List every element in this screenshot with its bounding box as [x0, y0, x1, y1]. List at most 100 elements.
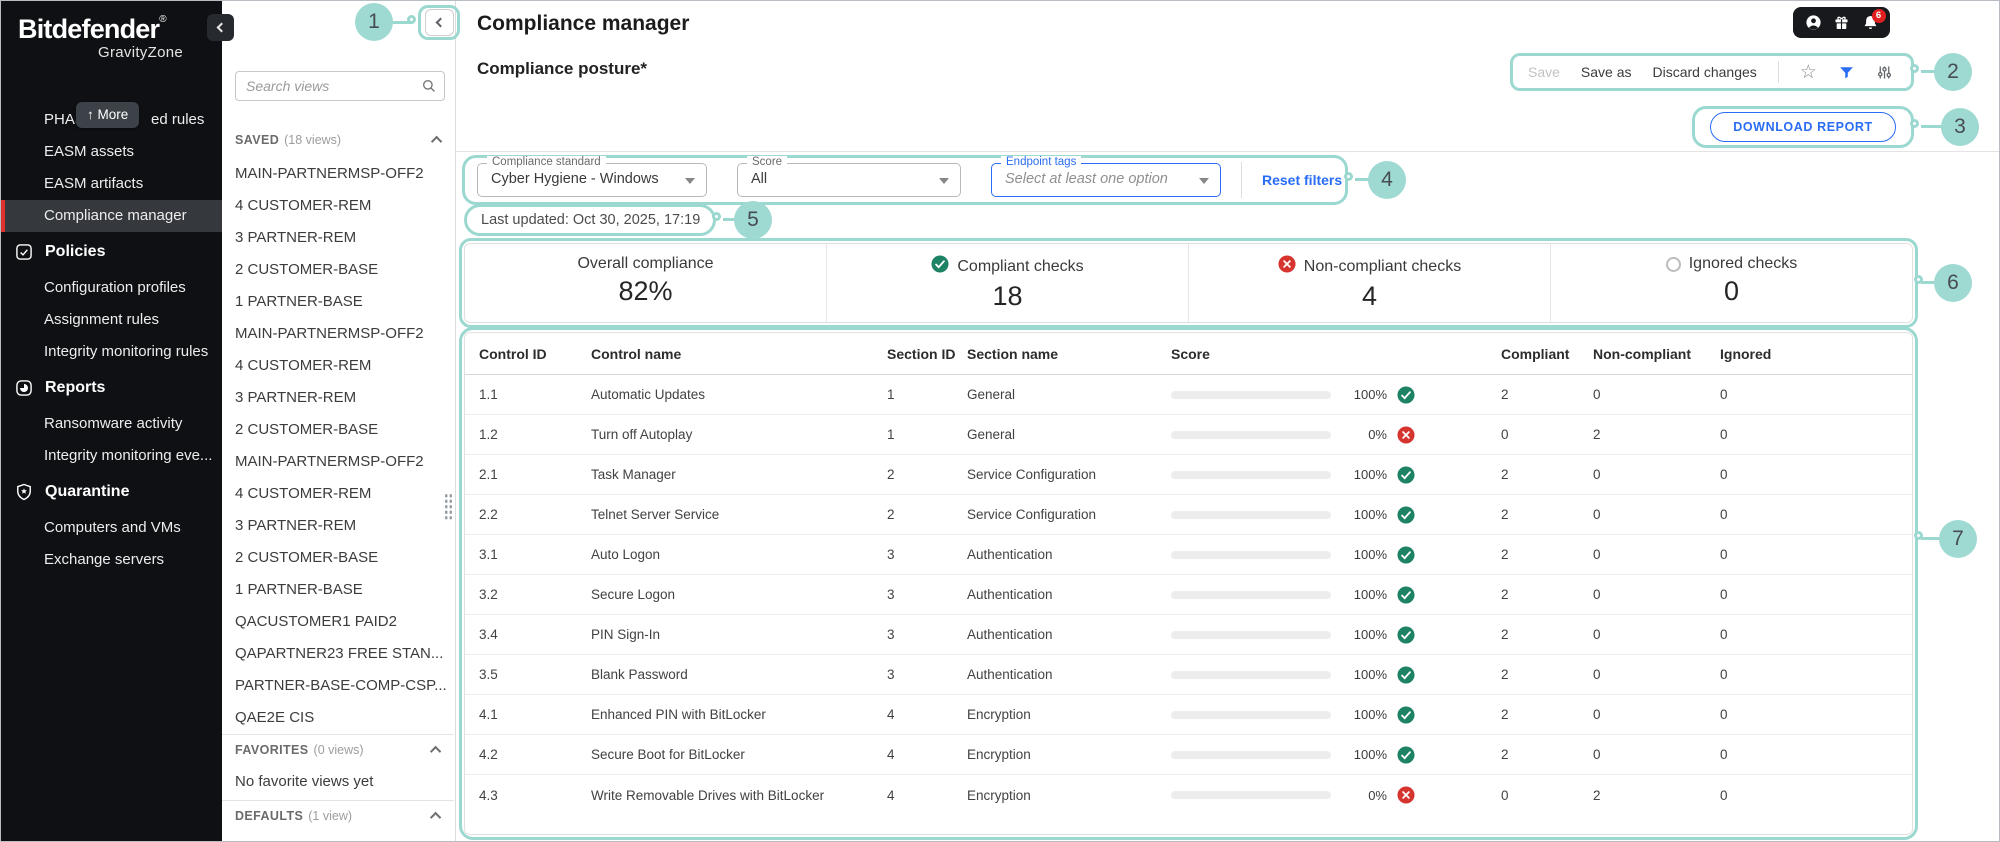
view-item-1-partner-base[interactable]: 1 PARTNER-BASE — [235, 581, 363, 598]
cell-section-id: 3 — [887, 587, 895, 602]
sidebar-item-configuration-profiles[interactable]: Configuration profiles — [1, 272, 222, 304]
sidebar-item-exchange-servers[interactable]: Exchange servers — [1, 544, 222, 576]
view-item-3-partner-rem[interactable]: 3 PARTNER-REM — [235, 389, 357, 406]
cell-compliant: 2 — [1501, 707, 1509, 722]
notifications-bell-icon[interactable]: 6 — [1862, 9, 1886, 31]
annotation-line-1 — [392, 21, 412, 24]
views-panel-collapse-button[interactable] — [425, 9, 454, 36]
sidebar-item-ransomware-activity[interactable]: Ransomware activity — [1, 408, 222, 440]
view-item-4-customer-rem[interactable]: 4 CUSTOMER-REM — [235, 197, 372, 214]
view-item-qacustomer1-paid2[interactable]: QACUSTOMER1 PAID2 — [235, 613, 397, 630]
quarantine-icon — [14, 482, 34, 502]
favorite-star-icon[interactable]: ☆ — [1799, 61, 1817, 83]
compliant-checks-value: 18 — [992, 281, 1023, 311]
cell-non-compliant: 2 — [1593, 427, 1601, 442]
view-item-2-customer-base[interactable]: 2 CUSTOMER-BASE — [235, 421, 379, 438]
view-item-qapartner23-free-stan[interactable]: QAPARTNER23 FREE STAN... — [235, 645, 444, 662]
view-item-main-partnermsp-off2[interactable]: MAIN-PARTNERMSP-OFF2 — [235, 325, 424, 342]
col-header-control-name[interactable]: Control name — [591, 345, 682, 362]
sidebar-item-label: Compliance manager — [44, 207, 187, 224]
non-compliant-checks-label: Non-compliant checks — [1303, 257, 1462, 275]
sidebar-item-integrity-monitoring-rules[interactable]: Integrity monitoring rules — [1, 336, 222, 368]
view-item-2-customer-base[interactable]: 2 CUSTOMER-BASE — [235, 549, 379, 566]
col-header-ignored[interactable]: Ignored — [1720, 345, 1772, 362]
compliant-check-icon — [1397, 665, 1415, 684]
save-button[interactable]: Save — [1528, 64, 1560, 80]
col-header-control-id[interactable]: Control ID — [479, 345, 547, 362]
table-row-control-4-1[interactable]: 4.1 Enhanced PIN with BitLocker 4 Encryptio… — [465, 695, 1912, 735]
col-header-section-name[interactable]: Section name — [967, 345, 1059, 362]
save-as-button[interactable]: Save as — [1580, 64, 1632, 80]
sidebar-item-integrity-monitoring-eve[interactable]: Integrity monitoring eve... — [1, 440, 222, 472]
compliant-check-icon — [1397, 385, 1415, 404]
column-settings-sliders-icon[interactable] — [1876, 64, 1893, 81]
ignored-checks-label: Ignored checks — [1688, 255, 1798, 272]
view-item-1-partner-base[interactable]: 1 PARTNER-BASE — [235, 293, 363, 310]
cell-control-id: 4.1 — [479, 707, 498, 722]
view-item-main-partnermsp-off2[interactable]: MAIN-PARTNERMSP-OFF2 — [235, 453, 424, 470]
ignored-checks-value: 0 — [1723, 276, 1740, 306]
view-item-4-customer-rem[interactable]: 4 CUSTOMER-REM — [235, 485, 372, 502]
score-value: All — [751, 171, 768, 187]
table-row-control-1-2[interactable]: 1.2 Turn off Autoplay 1 General 0% 0 2 0 — [465, 415, 1912, 455]
cell-control-name: Blank Password — [591, 667, 688, 682]
col-header-compliant[interactable]: Compliant — [1501, 345, 1570, 362]
col-header-non-compliant[interactable]: Non-compliant — [1593, 345, 1691, 362]
defaults-views-header[interactable]: DEFAULTS (1 view) — [222, 800, 454, 830]
table-row-control-2-1[interactable]: 2.1 Task Manager 2 Service Configuration 100… — [465, 455, 1912, 495]
table-row-control-4-3[interactable]: 4.3 Write Removable Drives with BitLocker… — [465, 775, 1912, 815]
table-row-control-2-2[interactable]: 2.2 Telnet Server Service 2 Service Configu… — [465, 495, 1912, 535]
page-title: Compliance manager — [477, 12, 690, 35]
table-row-control-1-1[interactable]: 1.1 Automatic Updates 1 General 100% 2 0 0 — [465, 375, 1912, 415]
download-report-button[interactable]: DOWNLOAD REPORT — [1710, 112, 1896, 142]
sidebar-item-computers-and-vms[interactable]: Computers and VMs — [1, 512, 222, 544]
non-compliant-checks-stat: Non-compliant checks 4 — [1188, 244, 1550, 322]
saved-views-header[interactable]: SAVED (18 views) — [222, 125, 455, 155]
view-item-partner-base-comp-csp[interactable]: PARTNER-BASE-COMP-CSP... — [235, 677, 447, 694]
cell-score: 100% — [1171, 625, 1501, 644]
view-item-4-customer-rem[interactable]: 4 CUSTOMER-REM — [235, 357, 372, 374]
gift-icon[interactable] — [1833, 14, 1850, 31]
view-item-main-partnermsp-off2[interactable]: MAIN-PARTNERMSP-OFF2 — [235, 165, 424, 182]
col-header-score[interactable]: Score — [1171, 345, 1210, 362]
table-row-control-4-2[interactable]: 4.2 Secure Boot for BitLocker 4 Encryption 1… — [465, 735, 1912, 775]
table-row-control-3-2[interactable]: 3.2 Secure Logon 3 Authentication 100% 2 0 0 — [465, 575, 1912, 615]
sidebar-item-policies[interactable]: Policies — [1, 232, 222, 272]
discard-changes-button[interactable]: Discard changes — [1652, 64, 1757, 80]
view-item-qae2e-cis[interactable]: QAE2E CIS — [235, 709, 315, 726]
sidebar-item-quarantine[interactable]: Quarantine — [1, 472, 222, 512]
sidebar-collapse-button[interactable] — [207, 14, 234, 41]
table-row-control-3-4[interactable]: 3.4 PIN Sign-In 3 Authentication 100% 2 0 0 — [465, 615, 1912, 655]
sidebar-item-label: EASM assets — [44, 143, 135, 160]
cell-score: 100% — [1171, 665, 1501, 684]
reset-filters-link[interactable]: Reset filters — [1262, 172, 1343, 188]
favorites-views-header[interactable]: FAVORITES (0 views) — [222, 734, 454, 764]
table-row-control-3-1[interactable]: 3.1 Auto Logon 3 Authentication 100% 2 0 0 — [465, 535, 1912, 575]
view-item-3-partner-rem[interactable]: 3 PARTNER-REM — [235, 229, 357, 246]
score-select[interactable]: Score All — [737, 156, 961, 197]
annotation-line-2 — [1921, 70, 1937, 73]
panel-resize-handle[interactable] — [444, 493, 453, 521]
sidebar-item-reports[interactable]: Reports — [1, 368, 222, 408]
cell-section-name: Authentication — [967, 587, 1053, 602]
account-icon[interactable] — [1805, 14, 1822, 31]
cell-score: 100% — [1171, 705, 1501, 724]
endpoint-tags-label: Endpoint tags — [1001, 156, 1082, 168]
cell-ignored: 0 — [1720, 387, 1728, 402]
col-header-section-id[interactable]: Section ID — [887, 345, 956, 362]
search-views-input[interactable] — [235, 71, 445, 101]
sidebar-item-easm-artifacts[interactable]: EASM artifacts — [1, 168, 222, 200]
endpoint-tags-select[interactable]: Endpoint tags Select at least one option — [991, 156, 1221, 197]
filter-funnel-icon[interactable] — [1838, 64, 1855, 81]
annotation-line-5 — [723, 218, 739, 221]
compliant-check-icon — [1397, 745, 1415, 764]
sidebar-item-compliance-manager[interactable]: Compliance manager — [1, 200, 222, 232]
more-tooltip[interactable]: ↑ More — [76, 102, 140, 128]
view-item-2-customer-base[interactable]: 2 CUSTOMER-BASE — [235, 261, 379, 278]
sidebar-item-easm-assets[interactable]: EASM assets — [1, 136, 222, 168]
sidebar-item-label: Integrity monitoring rules — [44, 343, 209, 360]
compliance-standard-select[interactable]: Compliance standard Cyber Hygiene - Wind… — [477, 156, 707, 197]
sidebar-item-assignment-rules[interactable]: Assignment rules — [1, 304, 222, 336]
view-item-3-partner-rem[interactable]: 3 PARTNER-REM — [235, 517, 357, 534]
table-row-control-3-5[interactable]: 3.5 Blank Password 3 Authentication 100% 2 0 0 — [465, 655, 1912, 695]
